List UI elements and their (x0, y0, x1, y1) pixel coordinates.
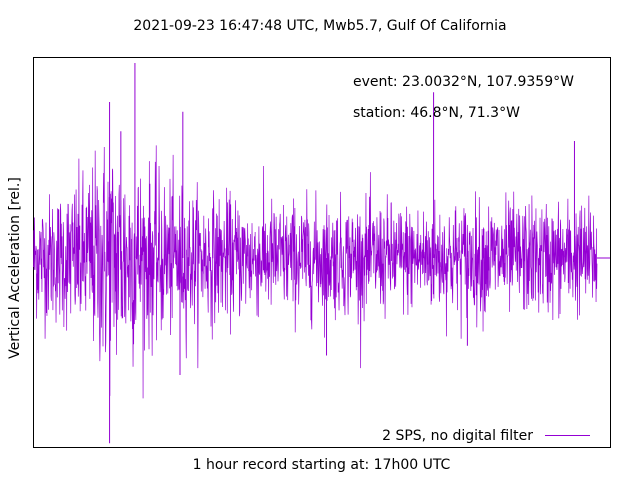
chart-title: 2021-09-23 16:47:48 UTC, Mwb5.7, Gulf Of… (133, 18, 507, 34)
x-axis-label: 1 hour record starting at: 17h00 UTC (192, 457, 451, 473)
legend-label: 2 SPS, no digital filter (382, 428, 533, 444)
series-layer (33, 63, 610, 444)
station-annotation: station: 46.8°N, 71.3°W (353, 105, 520, 121)
seismogram-trace (33, 145, 598, 399)
event-annotation: event: 23.0032°N, 107.9359°W (353, 74, 574, 90)
